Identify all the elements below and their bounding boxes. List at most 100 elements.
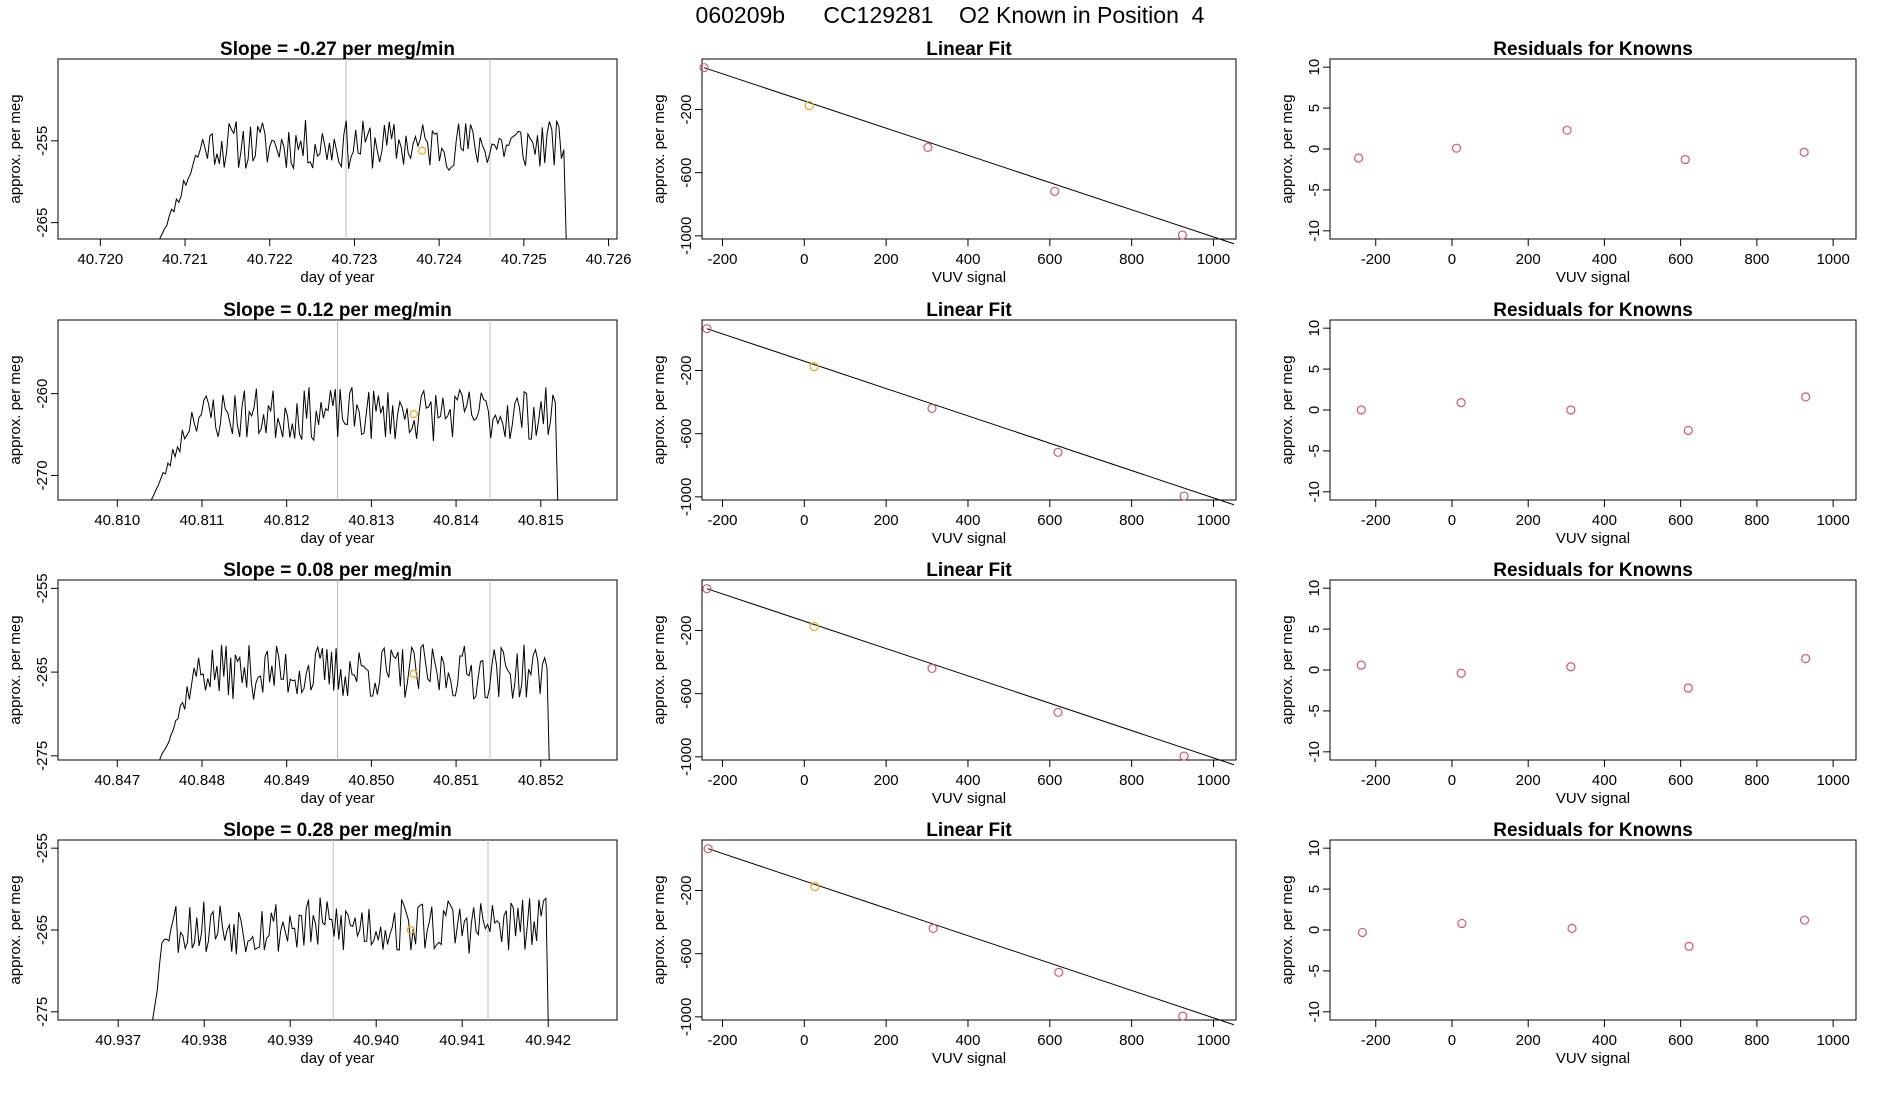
panel-2-3-x-tick-label: -200: [1361, 512, 1391, 529]
panel-2-2-data-point: [1053, 447, 1063, 457]
panel-3-1-x-tick-label: 40.851: [433, 772, 479, 789]
panel-4-1-x-tick-label: 40.942: [525, 1032, 571, 1049]
panel-4-2-x-tick-label: 400: [955, 1032, 980, 1049]
panel-1-3-y-tick-label: 0: [1306, 145, 1323, 153]
panel-4-3-data-point: [1684, 941, 1694, 951]
panel-2-3-x-tick-label: 800: [1744, 512, 1769, 529]
panel-1-3-data-point: [1680, 155, 1690, 165]
panel-1-3-data-point: [1562, 125, 1572, 135]
panel-2-3-x-tick-label: 0: [1448, 512, 1456, 529]
panel-1-2-x-tick-label: 0: [800, 251, 808, 268]
panel-1-3-x-tick-label: 800: [1744, 251, 1769, 268]
panel-2-2-x-tick-label: 800: [1119, 512, 1144, 529]
panel-3-1-x-tick-label: 40.849: [264, 772, 310, 789]
panel-1-3-y-tick-label: 5: [1306, 104, 1323, 112]
panel-4-1-x-tick-label: 40.938: [181, 1032, 227, 1049]
panel-1-2-y-tick-label: -1000: [678, 217, 695, 255]
panel-2-3-y-tick-label: 10: [1306, 320, 1323, 337]
panel-4-1-y-tick-label: -275: [34, 997, 51, 1027]
panel-2-1-x-axis-label: day of year: [300, 530, 374, 547]
panel-3-2-data-point: [1053, 707, 1063, 717]
panel-4-2-x-tick-label: 200: [874, 1032, 899, 1049]
panel-3-3-x-tick-label: 400: [1592, 772, 1617, 789]
panel-3-3-y-tick-label: -10: [1306, 741, 1323, 763]
panel-2-2-y-tick-label: -200: [678, 356, 695, 386]
panel-1-2-x-tick-label: 200: [874, 251, 899, 268]
panel-2-3-plot-frame: [1329, 319, 1857, 501]
panel-3-1-x-tick-label: 40.848: [179, 772, 225, 789]
panel-4-1-x-tick-label: 40.937: [95, 1032, 141, 1049]
panel-3-3-x-tick-label: -200: [1361, 772, 1391, 789]
panel-4-2-data-point: [810, 881, 820, 892]
panel-2-1-known-marker: [409, 409, 418, 419]
panel-4-1-data-trace: [152, 897, 549, 1021]
panel-4-1-title: Slope = 0.28 per meg/min: [223, 820, 452, 841]
panel-4-3-data-point: [1799, 915, 1810, 925]
panel-2-3-y-tick-label: -5: [1306, 444, 1323, 457]
panel-2-2-y-tick-label: -1000: [678, 478, 695, 516]
panel-2-3-x-tick-label: 400: [1592, 512, 1617, 529]
panel-4-3-y-tick-label: -10: [1306, 1001, 1323, 1023]
panel-3-3-y-tick-label: -5: [1306, 704, 1323, 717]
panel-4-2-x-tick-label: 1000: [1197, 1032, 1230, 1049]
panel-1-1-y-axis-label: approx. per meg: [7, 94, 24, 203]
panel-1-3-y-tick-label: 10: [1306, 59, 1323, 76]
panel-4-3-x-tick-label: 0: [1448, 1032, 1456, 1049]
panel-1-1-y-tick-label: -265: [34, 208, 51, 238]
panel-4-1-y-tick-label: -265: [34, 915, 51, 945]
panel-2-2-x-tick-label: 600: [1037, 512, 1062, 529]
panel-3-2-x-axis-label: VUV signal: [932, 790, 1006, 807]
panel-2-2-fit-line: [706, 328, 1235, 506]
panel-4-2-data-point: [1178, 1011, 1188, 1021]
panel-4-3-y-tick-label: 0: [1306, 926, 1323, 934]
panel-1-2-y-tick-label: -200: [678, 95, 695, 125]
panel-3-3-x-axis-label: VUV signal: [1556, 790, 1630, 807]
panel-4-2-data-point: [703, 844, 713, 854]
panel-1-1-data-trace: [159, 119, 567, 240]
panel-2-2-x-tick-label: 400: [955, 512, 980, 529]
panel-1-1-x-tick-label: 40.720: [77, 251, 123, 268]
panel-1-1-x-tick-label: 40.724: [416, 251, 462, 268]
panel-2-2-x-tick-label: 1000: [1197, 512, 1230, 529]
panel-3-2-x-tick-label: 800: [1119, 772, 1144, 789]
panel-1-2-data-point: [699, 63, 709, 73]
panel-3-3-title: Residuals for Knowns: [1493, 560, 1693, 581]
panel-1-3-data-point: [1799, 147, 1809, 157]
panel-4-3-title: Residuals for Knowns: [1493, 820, 1693, 841]
panel-2-3-data-point: [1683, 425, 1693, 436]
panel-1-3-title: Residuals for Knowns: [1493, 39, 1693, 60]
panel-1-1-x-tick-label: 40.726: [586, 251, 632, 268]
panel-3-1-x-axis-label: day of year: [300, 790, 374, 807]
panel-3-1-x-tick-label: 40.850: [348, 772, 394, 789]
panel-1-3-x-tick-label: -200: [1361, 251, 1391, 268]
panel-1-2-x-tick-label: 400: [955, 251, 980, 268]
panel-1-1-x-axis-label: day of year: [300, 269, 374, 286]
panel-2-2-y-axis-label: approx. per meg: [651, 355, 668, 464]
panel-3-3-x-tick-label: 0: [1448, 772, 1456, 789]
panel-1-2-plot-frame: [701, 58, 1237, 240]
panel-2-2-x-tick-label: -200: [707, 512, 737, 529]
panel-2-3-x-tick-label: 1000: [1816, 512, 1849, 529]
panel-2-2-y-tick-label: -600: [678, 419, 695, 449]
panel-3-1-y-axis-label: approx. per meg: [7, 615, 24, 724]
panel-2-3-data-point: [1801, 392, 1811, 402]
panel-1-1-known-marker: [418, 146, 427, 155]
panel-3-3-x-tick-label: 1000: [1816, 772, 1849, 789]
panel-4-2-y-tick-label: -200: [678, 876, 695, 906]
panel-3-2-fit-line: [706, 588, 1235, 766]
panel-1-1-x-tick-label: 40.723: [331, 251, 377, 268]
panel-2-2-plot-frame: [701, 319, 1237, 501]
panel-2-2-x-axis-label: VUV signal: [932, 530, 1006, 547]
panel-4-3-x-tick-label: 1000: [1816, 1032, 1849, 1049]
panel-2-1-y-tick-label: -270: [34, 460, 51, 490]
panel-2-3-data-point: [1566, 405, 1576, 415]
panel-3-2-y-axis-label: approx. per meg: [651, 615, 668, 724]
panel-3-3-x-tick-label: 200: [1516, 772, 1541, 789]
panel-4-1-known-marker: [406, 925, 415, 935]
panel-3-2-y-tick-label: -1000: [678, 738, 695, 776]
panel-4-2-fit-line: [707, 848, 1235, 1026]
panel-3-1-x-tick-label: 40.847: [94, 772, 140, 789]
panel-3-2-x-tick-label: 1000: [1197, 772, 1230, 789]
panel-1-2-data-point: [1177, 230, 1187, 240]
panel-4-2-y-axis-label: approx. per meg: [651, 875, 668, 984]
